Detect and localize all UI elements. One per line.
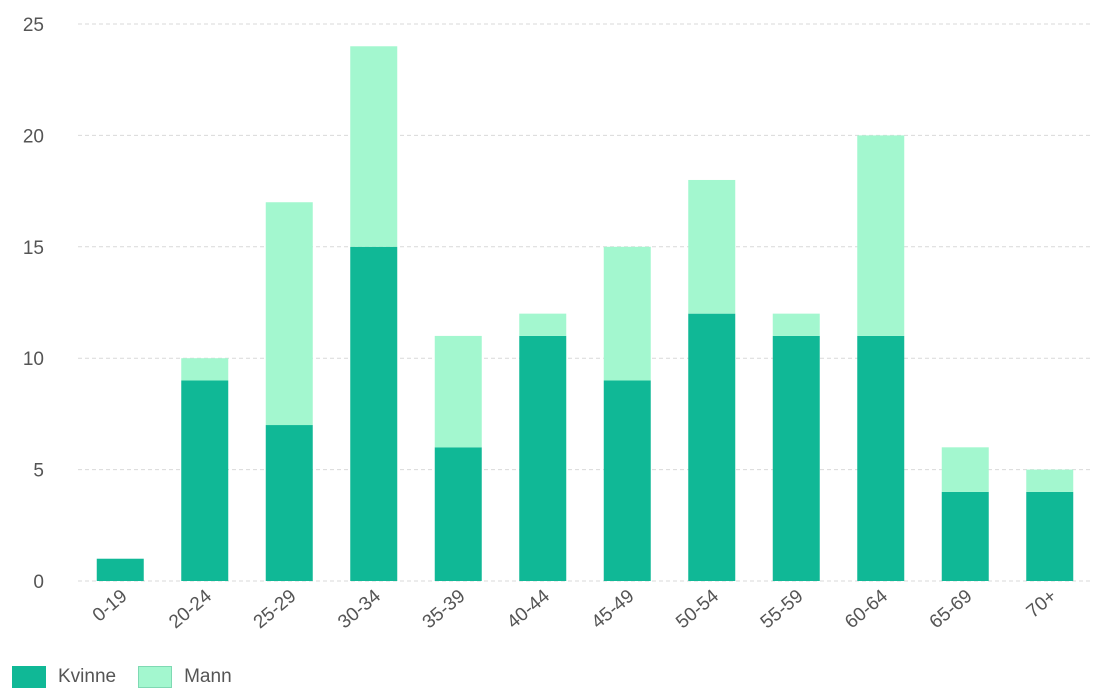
y-tick-label: 5 [33,461,44,482]
bar-mann-70+[interactable] [1026,469,1074,492]
x-tick-label: 70+ [1023,586,1061,623]
bar-kvinne-20-24[interactable] [181,380,229,581]
y-tick-label: 25 [23,15,44,36]
bar-kvinne-60-64[interactable] [857,335,905,581]
x-tick-label: 65-69 [926,586,977,633]
x-tick-label: 30-34 [334,585,385,633]
legend-item-kvinne[interactable]: Kvinne [12,666,116,688]
x-tick-label: 55-59 [757,586,808,633]
y-tick-label: 0 [33,572,44,593]
bar-mann-55-59[interactable] [772,313,820,336]
bar-kvinne-0-19[interactable] [96,558,144,581]
bar-kvinne-30-34[interactable] [350,246,398,582]
x-tick-label: 40-44 [503,585,554,633]
bar-kvinne-40-44[interactable] [519,335,567,581]
y-tick-label: 20 [23,126,44,147]
y-axis-ticks: 0 5 10 15 20 25 [23,15,44,593]
legend-label-kvinne: Kvinne [58,666,117,687]
bar-kvinne-50-54[interactable] [688,313,736,581]
bar-mann-35-39[interactable] [434,335,482,448]
x-tick-label: 45-49 [588,586,639,633]
bar-kvinne-65-69[interactable] [941,491,989,581]
bar-mann-30-34[interactable] [350,46,398,247]
bar-kvinne-25-29[interactable] [265,425,313,581]
y-tick-label: 15 [23,238,44,259]
x-tick-label: 0-19 [89,586,132,627]
gridlines [78,23,1092,582]
bar-mann-45-49[interactable] [603,246,651,381]
bar-mann-65-69[interactable] [941,447,989,492]
legend-item-mann[interactable]: Mann [138,666,232,688]
x-tick-label: 25-29 [250,586,301,633]
y-tick-label: 10 [23,349,44,370]
bar-mann-25-29[interactable] [265,202,313,426]
x-tick-label: 35-39 [419,586,470,633]
bar-mann-40-44[interactable] [519,313,567,336]
legend-swatch-kvinne [12,666,46,688]
bar-kvinne-55-59[interactable] [772,335,820,581]
bar-mann-60-64[interactable] [857,135,905,336]
bars [96,46,1074,582]
legend-swatch-mann [138,666,173,688]
legend-label-mann: Mann [184,666,232,687]
bar-mann-20-24[interactable] [181,358,229,381]
bar-kvinne-70+[interactable] [1026,491,1074,581]
x-axis-ticks: 0-19 20-24 25-29 30-34 35-39 40-44 45-49 50-54 5… [89,585,1061,633]
bar-kvinne-35-39[interactable] [434,447,482,581]
bar-mann-50-54[interactable] [688,179,736,314]
legend: Kvinne Mann [12,666,254,688]
x-tick-label: 50-54 [672,585,723,633]
x-tick-label: 60-64 [841,585,892,633]
bar-kvinne-45-49[interactable] [603,380,651,581]
x-tick-label: 20-24 [165,585,216,633]
